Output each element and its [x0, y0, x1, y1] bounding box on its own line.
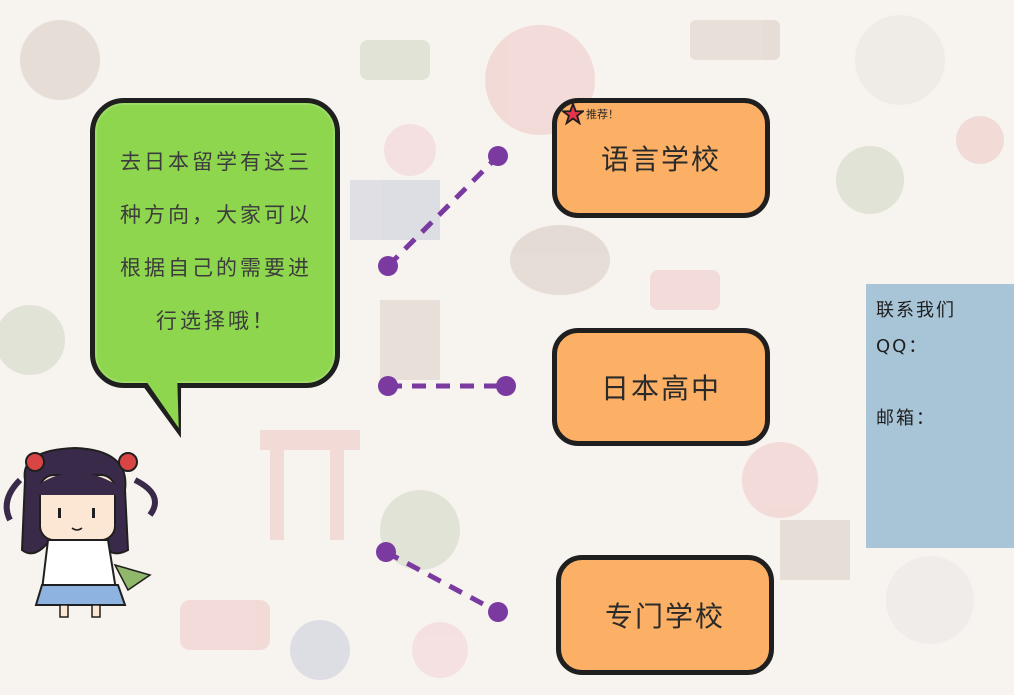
contact-panel: 联系我们 QQ： 邮箱： — [866, 284, 1014, 548]
mascot-girl-illustration — [3, 446, 158, 618]
speech-line: 根据自己的需要进 — [120, 256, 312, 280]
connector-dot — [376, 542, 396, 562]
contact-qq-label: QQ： — [876, 336, 929, 357]
star-icon — [562, 103, 584, 125]
connector-dot — [488, 602, 508, 622]
contact-email-label: 邮箱： — [876, 408, 936, 429]
speech-line: 种方向，大家可以 — [120, 203, 312, 227]
recommended-text: 推荐！ — [586, 108, 619, 121]
option-vocational-school[interactable]: 专门学校 — [556, 555, 774, 675]
connector-dot — [378, 256, 398, 276]
option-label: 语言学校 — [600, 143, 721, 176]
option-label: 专门学校 — [604, 600, 725, 633]
connector-dot — [378, 376, 398, 396]
speech-line: 去日本留学有这三 — [120, 150, 312, 174]
speech-line: 行选择哦！ — [156, 309, 276, 333]
speech-bubble-text: 去日本留学有这三 种方向，大家可以 根据自己的需要进 行选择哦！ — [106, 136, 326, 348]
option-language-school[interactable]: 语言学校 — [552, 98, 770, 218]
connector-line-1 — [386, 154, 500, 268]
connector-dot — [496, 376, 516, 396]
option-japan-high-school[interactable]: 日本高中 — [552, 328, 770, 446]
connector-line-3 — [384, 549, 500, 615]
connector-dot — [488, 146, 508, 166]
recommended-badge: 推荐！ — [562, 103, 619, 125]
contact-title: 联系我们 — [876, 300, 956, 321]
option-label: 日本高中 — [600, 372, 721, 405]
speech-bubble — [90, 98, 340, 388]
